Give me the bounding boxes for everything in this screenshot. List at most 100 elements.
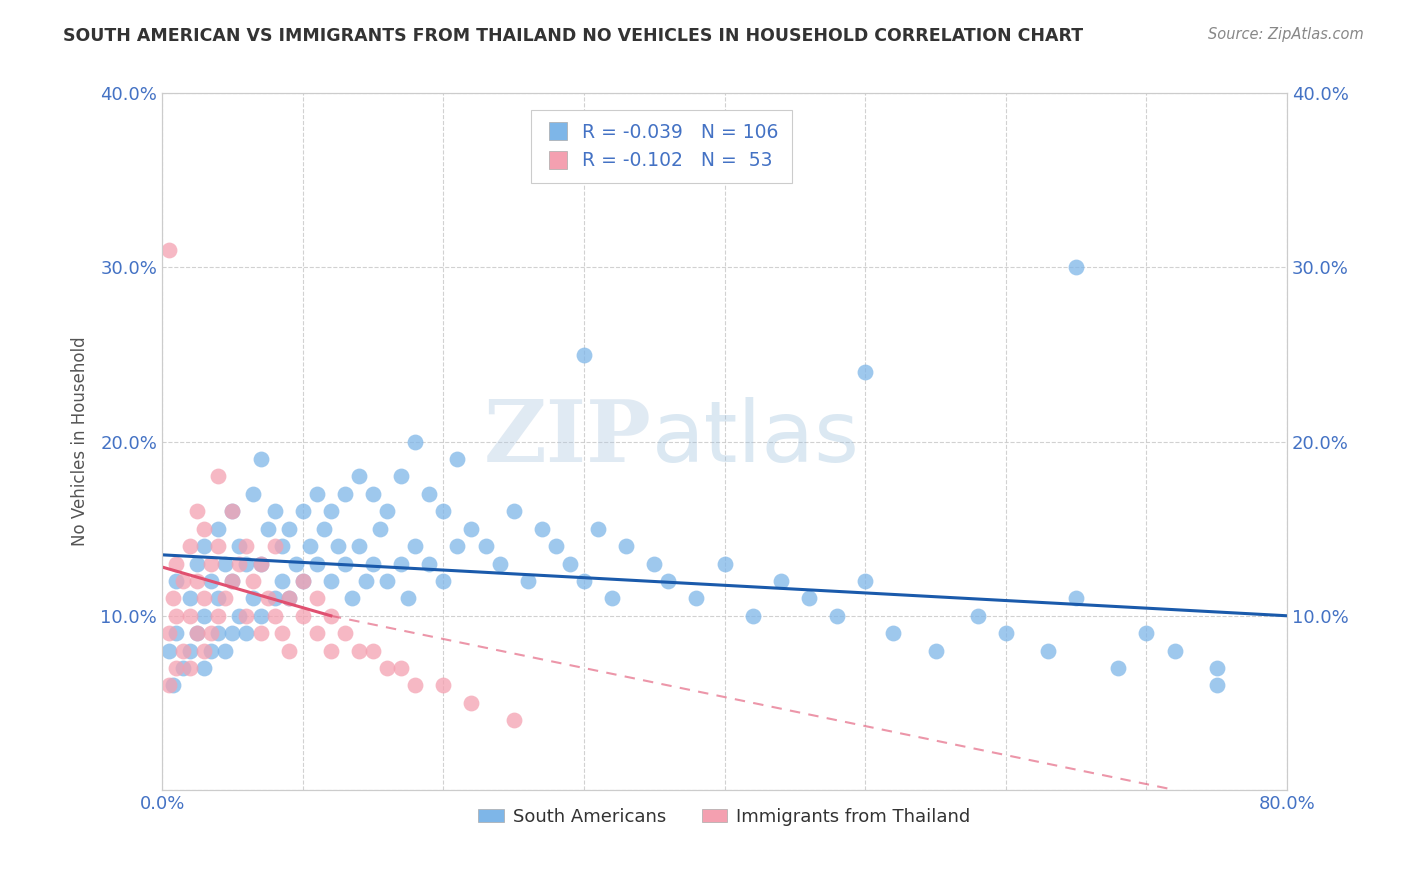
Point: [347, 469, 370, 483]
Point: [291, 504, 314, 518]
Point: [214, 643, 236, 657]
Point: [277, 591, 299, 606]
Point: [319, 504, 342, 518]
Point: [179, 661, 201, 675]
Point: [242, 487, 264, 501]
Point: [418, 487, 440, 501]
Point: [291, 574, 314, 588]
Point: [1205, 678, 1227, 692]
Point: [270, 626, 292, 640]
Point: [361, 487, 384, 501]
Point: [966, 608, 988, 623]
Point: [200, 557, 222, 571]
Point: [165, 661, 187, 675]
Point: [502, 504, 524, 518]
Point: [404, 539, 426, 553]
Point: [165, 626, 187, 640]
Point: [586, 522, 609, 536]
Point: [460, 522, 482, 536]
Point: [347, 539, 370, 553]
Point: [221, 626, 243, 640]
Point: [186, 626, 208, 640]
Point: [502, 713, 524, 727]
Point: [277, 522, 299, 536]
Point: [193, 591, 215, 606]
Point: [235, 608, 257, 623]
Point: [354, 574, 377, 588]
Point: [305, 487, 328, 501]
Point: [340, 591, 363, 606]
Point: [221, 574, 243, 588]
Point: [207, 539, 229, 553]
Point: [333, 487, 356, 501]
Point: [193, 661, 215, 675]
Point: [179, 539, 201, 553]
Point: [361, 557, 384, 571]
Point: [214, 557, 236, 571]
Point: [614, 539, 637, 553]
Point: [853, 365, 876, 379]
Point: [291, 574, 314, 588]
Point: [389, 557, 412, 571]
Point: [375, 504, 398, 518]
Point: [207, 469, 229, 483]
Point: [221, 574, 243, 588]
Point: [769, 574, 792, 588]
Point: [432, 678, 454, 692]
Point: [200, 643, 222, 657]
Point: [228, 608, 250, 623]
Point: [305, 626, 328, 640]
Point: [207, 626, 229, 640]
Point: [389, 661, 412, 675]
Point: [361, 643, 384, 657]
Point: [162, 678, 184, 692]
Point: [263, 608, 285, 623]
Point: [249, 557, 271, 571]
Point: [186, 504, 208, 518]
Point: [558, 557, 581, 571]
Point: [207, 522, 229, 536]
Point: [235, 626, 257, 640]
Point: [256, 591, 278, 606]
Point: [488, 557, 510, 571]
Point: [312, 522, 335, 536]
Point: [193, 608, 215, 623]
Point: [157, 678, 180, 692]
Point: [186, 574, 208, 588]
Point: [544, 539, 567, 553]
Point: [186, 626, 208, 640]
Point: [162, 591, 184, 606]
Point: [825, 608, 848, 623]
Point: [214, 591, 236, 606]
Point: [157, 643, 180, 657]
Point: [193, 522, 215, 536]
Text: atlas: atlas: [651, 397, 859, 480]
Legend: South Americans, Immigrants from Thailand: South Americans, Immigrants from Thailan…: [471, 801, 979, 833]
Point: [193, 643, 215, 657]
Point: [1107, 661, 1129, 675]
Point: [157, 626, 180, 640]
Point: [319, 574, 342, 588]
Point: [924, 643, 946, 657]
Point: [643, 557, 665, 571]
Point: [994, 626, 1017, 640]
Point: [242, 574, 264, 588]
Point: [165, 574, 187, 588]
Point: [179, 591, 201, 606]
Point: [375, 661, 398, 675]
Point: [186, 557, 208, 571]
Point: [228, 557, 250, 571]
Text: Source: ZipAtlas.com: Source: ZipAtlas.com: [1208, 27, 1364, 42]
Point: [249, 452, 271, 467]
Point: [530, 522, 553, 536]
Point: [1163, 643, 1185, 657]
Point: [396, 591, 419, 606]
Point: [460, 696, 482, 710]
Point: [1064, 260, 1087, 275]
Point: [179, 643, 201, 657]
Point: [319, 643, 342, 657]
Point: [853, 574, 876, 588]
Point: [797, 591, 820, 606]
Point: [207, 591, 229, 606]
Point: [221, 504, 243, 518]
